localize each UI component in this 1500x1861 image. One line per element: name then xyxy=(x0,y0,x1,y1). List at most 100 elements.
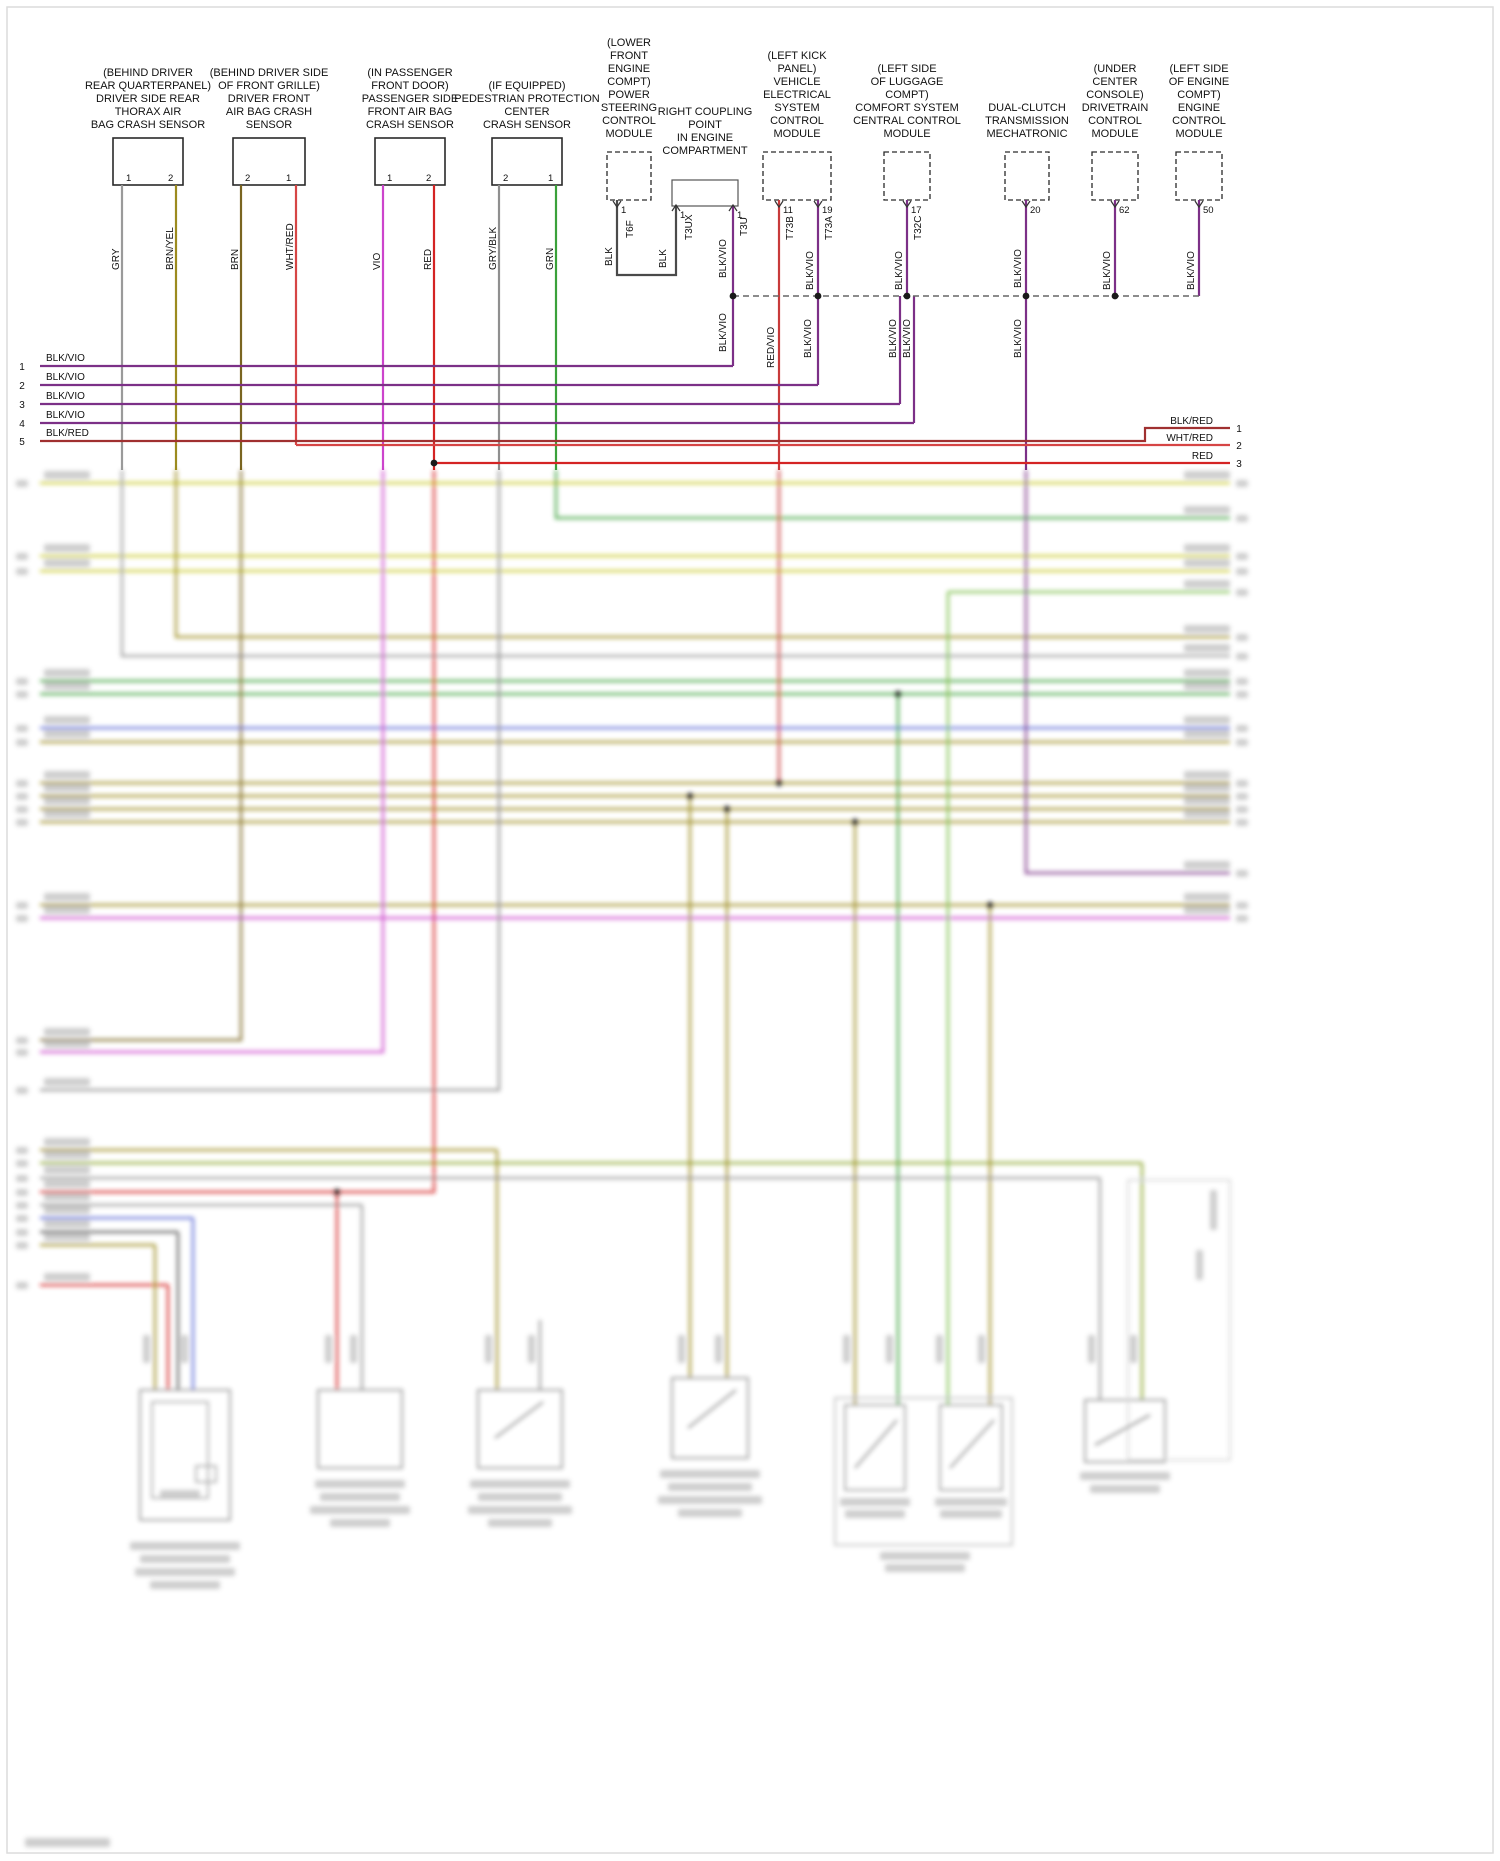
wire-label: BLK/VIO xyxy=(718,239,729,278)
blurred-component-box xyxy=(1084,1399,1166,1463)
component-box xyxy=(606,151,652,201)
component-label-line: MODULE xyxy=(883,128,930,140)
illegible-text-blob xyxy=(658,1496,762,1504)
illegible-text-blob xyxy=(1184,506,1230,514)
component-label-line: COMPT) xyxy=(607,76,650,88)
component-label-line: CENTER xyxy=(1092,76,1137,88)
illegible-text-blob xyxy=(181,1335,188,1363)
component-box xyxy=(1004,151,1050,201)
wire-label: BLK/VIO xyxy=(902,319,913,358)
connector-id: T6F xyxy=(625,220,636,238)
illegible-text-blob xyxy=(44,471,90,479)
component-driver-rear-thorax-sensor: (BEHIND DRIVER REAR QUARTERPANEL) DRIVER… xyxy=(85,67,211,270)
illegible-text-blob xyxy=(25,1838,110,1847)
bus-number: 1 xyxy=(1236,424,1242,435)
component-label-line: DRIVETRAIN xyxy=(1082,102,1149,114)
wire-label: RED/VIO xyxy=(766,327,777,368)
junction-dot xyxy=(851,818,859,826)
illegible-text-blob xyxy=(488,1519,552,1527)
illegible-text-blob xyxy=(150,1581,220,1589)
bus-number: 3 xyxy=(1236,459,1242,470)
component-label-line: FRONT xyxy=(610,50,648,62)
illegible-text-blob xyxy=(1184,730,1230,738)
illegible-text-blob xyxy=(44,559,90,567)
illegible-text-blob xyxy=(44,669,90,677)
junction-dot xyxy=(903,292,911,300)
illegible-text-blob xyxy=(16,793,28,800)
component-label-line: TRANSMISSION xyxy=(985,115,1069,127)
blurred-region xyxy=(16,470,1248,1847)
component-drivetrain-module: (UNDER CENTER CONSOLE) DRIVETRAIN CONTRO… xyxy=(1082,63,1149,290)
illegible-text-blob xyxy=(1184,893,1230,901)
component-label-line: PEDESTRIAN PROTECTION xyxy=(454,93,600,105)
component-label-line: DRIVER FRONT xyxy=(228,93,311,105)
pin-number: 2 xyxy=(426,173,431,184)
illegible-text-blob xyxy=(843,1335,850,1363)
illegible-text-blob xyxy=(44,1040,90,1048)
connector-tick xyxy=(813,200,823,209)
component-label-line: (LEFT SIDE xyxy=(877,63,936,75)
illegible-text-blob xyxy=(16,780,28,787)
pin-number: 19 xyxy=(822,205,833,216)
illegible-text-blob xyxy=(143,1335,150,1363)
component-engine-control-module: (LEFT SIDE OF ENGINE COMPT) ENGINE CONTR… xyxy=(1169,63,1230,290)
illegible-text-blob xyxy=(1236,691,1248,698)
illegible-text-blob xyxy=(478,1493,562,1501)
component-label-line: IN ENGINE xyxy=(677,132,733,144)
wire-label: GRN xyxy=(545,248,556,270)
illegible-text-blob xyxy=(1184,669,1230,677)
component-vehicle-electrical-module: (LEFT KICK PANEL) VEHICLE ELECTRICAL SYS… xyxy=(762,50,835,368)
wire-segment xyxy=(40,470,501,1092)
component-label-line: DRIVER SIDE REAR xyxy=(96,93,200,105)
component-label-line: POINT xyxy=(688,119,722,131)
illegible-text-blob xyxy=(1236,553,1248,560)
pin-number: 17 xyxy=(911,205,922,216)
illegible-text-blob xyxy=(16,1049,28,1056)
illegible-text-blob xyxy=(16,480,28,487)
illegible-text-blob xyxy=(1184,906,1230,914)
bus-label: BLK/VIO xyxy=(46,410,85,421)
junction-dot xyxy=(986,901,994,909)
illegible-text-blob xyxy=(1184,682,1230,690)
illegible-text-blob xyxy=(44,771,90,779)
illegible-text-blob xyxy=(886,1335,893,1363)
pin-number: 2 xyxy=(168,173,173,184)
bus-label: RED xyxy=(1192,451,1213,462)
illegible-text-blob xyxy=(44,1138,90,1146)
illegible-text-blob xyxy=(44,784,90,792)
illegible-text-blob xyxy=(330,1519,390,1527)
illegible-text-blob xyxy=(1236,806,1248,813)
wire-segment xyxy=(40,470,436,1194)
component-passenger-front-sensor: (IN PASSENGER FRONT DOOR) PASSENGER SIDE… xyxy=(362,67,458,270)
bus-label: BLK/RED xyxy=(1170,416,1213,427)
connector-tick xyxy=(1110,200,1120,209)
connector-tick xyxy=(671,203,681,212)
component-box xyxy=(232,137,306,186)
illegible-text-blob xyxy=(485,1335,492,1363)
component-label-line: POWER xyxy=(608,89,650,101)
component-label-line: OF LUGGAGE xyxy=(871,76,944,88)
illegible-text-blob xyxy=(16,1189,28,1196)
wire-label: BLK/VIO xyxy=(1013,249,1024,288)
illegible-text-blob xyxy=(1184,471,1230,479)
illegible-text-blob xyxy=(1236,634,1248,641)
wire-label: BLK/VIO xyxy=(888,319,899,358)
component-label-line: CONTROL xyxy=(1172,115,1226,127)
component-box xyxy=(491,137,563,186)
connector-tick xyxy=(774,200,784,209)
bus-label: BLK/VIO xyxy=(46,372,85,383)
component-right-coupling-point: RIGHT COUPLING POINT IN ENGINE COMPARTME… xyxy=(658,106,753,352)
illegible-text-blob xyxy=(1236,793,1248,800)
bus-number: 2 xyxy=(1236,441,1242,452)
component-box xyxy=(762,151,832,201)
component-label-line: COMPT) xyxy=(1177,89,1220,101)
illegible-text-blob xyxy=(44,1028,90,1036)
illegible-text-blob xyxy=(1236,780,1248,787)
blurred-component-box xyxy=(139,1389,231,1521)
illegible-text-blob xyxy=(16,806,28,813)
connector-id: T32C xyxy=(913,216,924,240)
wire-label: WHT/RED xyxy=(285,223,296,270)
illegible-text-blob xyxy=(1080,1472,1170,1480)
illegible-text-blob xyxy=(44,544,90,552)
illegible-text-blob xyxy=(350,1335,357,1363)
